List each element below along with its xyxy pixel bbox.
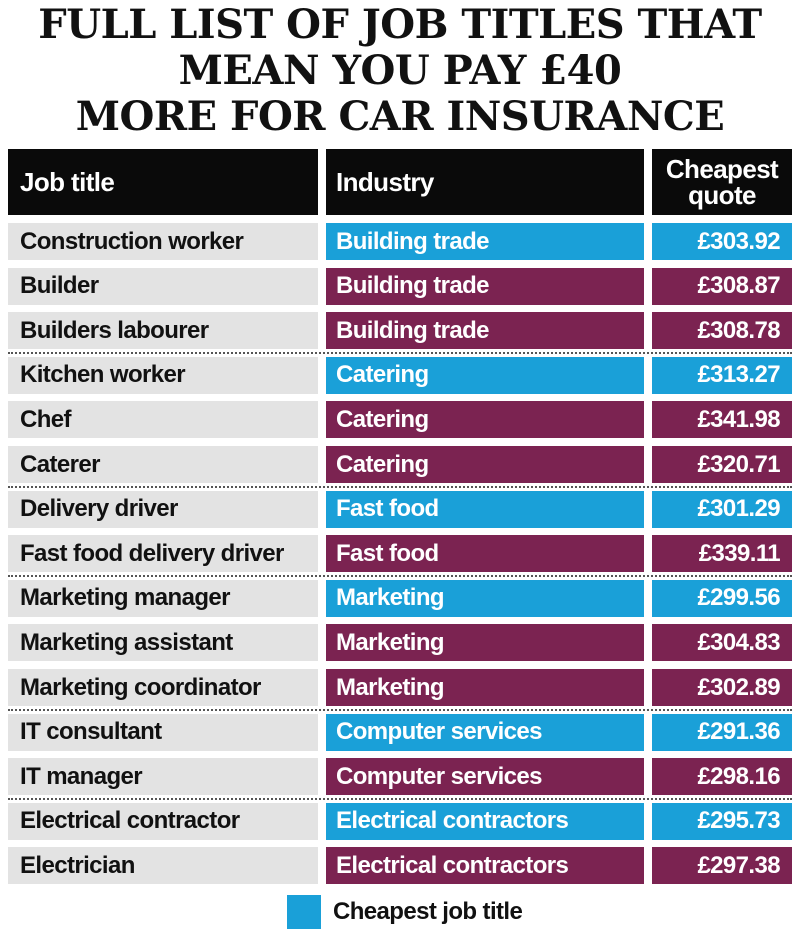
quote-cell: £291.36	[652, 713, 792, 751]
legend-label: Cheapest job title	[333, 898, 523, 925]
job-title-cell: Fast food delivery driver	[8, 535, 318, 573]
column-header-industry: Industry	[326, 149, 644, 215]
group-separator	[8, 709, 792, 711]
table-row: Marketing assistant Marketing £304.83	[0, 624, 800, 662]
job-title-cell: Delivery driver	[8, 490, 318, 528]
industry-cell: Catering	[326, 446, 644, 483]
quote-cell: £298.16	[652, 758, 792, 796]
table-row: Construction worker Building trade £303.92	[0, 223, 800, 260]
job-title-cell: Marketing coordinator	[8, 669, 318, 706]
industry-cell: Building trade	[326, 312, 644, 350]
table-row: IT manager Computer services £298.16	[0, 758, 800, 796]
title-line-1: FULL LIST OF JOB TITLES THAT	[38, 1, 762, 48]
table-row: Caterer Catering £320.71	[0, 446, 800, 483]
job-title-cell: Marketing assistant	[8, 624, 318, 662]
job-title-cell: Marketing manager	[8, 579, 318, 617]
quote-cell: £304.83	[652, 624, 792, 662]
industry-cell: Catering	[326, 356, 644, 394]
group-separator	[8, 486, 792, 488]
industry-cell: Fast food	[326, 535, 644, 573]
table-row: Delivery driver Fast food £301.29	[0, 490, 800, 528]
industry-cell: Computer services	[326, 713, 644, 751]
group-separator	[8, 575, 792, 578]
job-title-cell: Chef	[8, 401, 318, 439]
industry-cell: Electrical contractors	[326, 847, 644, 885]
table-row: Builders labourer Building trade £308.78	[0, 312, 800, 350]
table-row: Fast food delivery driver Fast food £339.1…	[0, 535, 800, 573]
table-row: Electrician Electrical contractors £297.38	[0, 847, 800, 885]
industry-cell: Marketing	[326, 624, 644, 662]
quote-cell: £303.92	[652, 223, 792, 260]
job-title-cell: Caterer	[8, 446, 318, 483]
table-row: Builder Building trade £308.87	[0, 267, 800, 305]
quote-cell: £320.71	[652, 446, 792, 483]
table-row: Marketing manager Marketing £299.56	[0, 579, 800, 617]
job-title-cell: Electrical contractor	[8, 802, 318, 840]
industry-cell: Marketing	[326, 579, 644, 617]
quote-cell: £297.38	[652, 847, 792, 885]
quote-cell: £295.73	[652, 802, 792, 840]
table-row: Electrical contractor Electrical contract…	[0, 802, 800, 840]
industry-cell: Computer services	[326, 758, 644, 796]
industry-cell: Building trade	[326, 223, 644, 260]
job-title-cell: Construction worker	[8, 223, 318, 260]
job-title-cell: Electrician	[8, 847, 318, 885]
quote-cell: £308.78	[652, 312, 792, 350]
quote-cell: £308.87	[652, 267, 792, 305]
column-header-quote-line-2: quote	[688, 180, 756, 210]
group-separator	[8, 352, 792, 355]
industry-cell: Marketing	[326, 669, 644, 706]
column-header-cheapest-quote: Cheapest quote	[652, 149, 792, 215]
job-title-cell: IT manager	[8, 758, 318, 796]
legend-swatch	[287, 895, 321, 929]
group-separator	[8, 798, 792, 801]
industry-cell: Catering	[326, 401, 644, 439]
page-title: FULL LIST OF JOB TITLES THAT MEAN YOU PA…	[0, 2, 800, 140]
industry-cell: Fast food	[326, 490, 644, 528]
title-line-2: MEAN YOU PAY £40	[178, 47, 622, 94]
quote-cell: £302.89	[652, 669, 792, 706]
table-row: Marketing coordinator Marketing £302.89	[0, 669, 800, 706]
quote-cell: £341.98	[652, 401, 792, 439]
job-title-cell: Builder	[8, 267, 318, 305]
job-title-cell: Builders labourer	[8, 312, 318, 350]
table-row: Chef Catering £341.98	[0, 401, 800, 439]
job-title-cell: IT consultant	[8, 713, 318, 751]
table-row: IT consultant Computer services £291.36	[0, 713, 800, 751]
quote-cell: £301.29	[652, 490, 792, 528]
quote-cell: £339.11	[652, 535, 792, 573]
table-row: Kitchen worker Catering £313.27	[0, 356, 800, 394]
legend: Cheapest job title	[287, 895, 523, 929]
job-title-cell: Kitchen worker	[8, 356, 318, 394]
industry-cell: Electrical contractors	[326, 802, 644, 840]
quote-cell: £299.56	[652, 579, 792, 617]
quote-cell: £313.27	[652, 356, 792, 394]
title-line-3: MORE FOR CAR INSURANCE	[75, 93, 725, 140]
industry-cell: Building trade	[326, 267, 644, 305]
column-header-quote-line-1: Cheapest	[665, 154, 779, 184]
column-header-job-title: Job title	[8, 149, 318, 215]
